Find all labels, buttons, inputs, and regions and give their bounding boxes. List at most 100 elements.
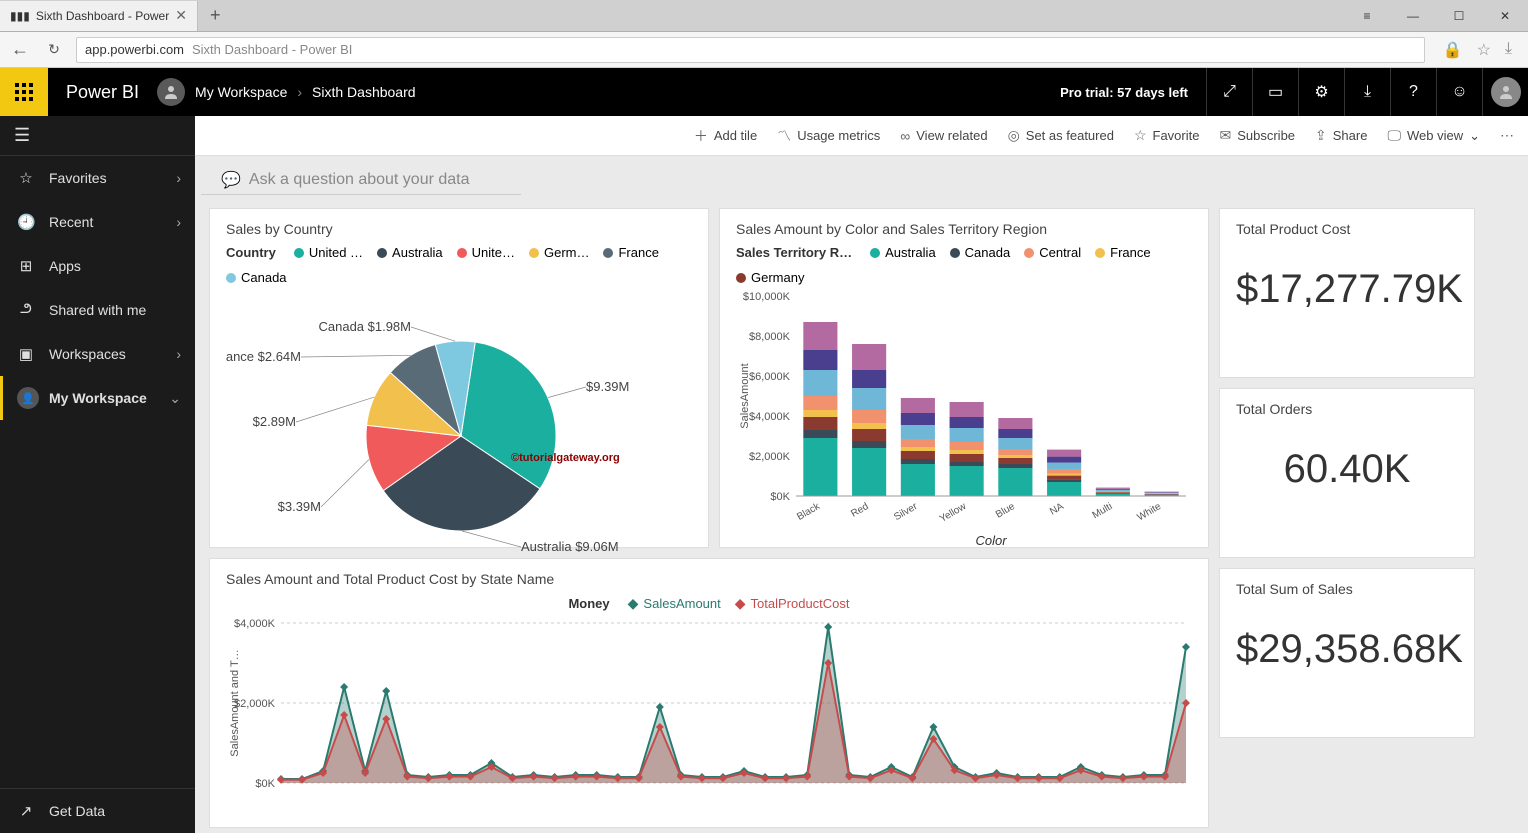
new-tab-button[interactable]: + — [198, 5, 233, 26]
fullscreen-icon[interactable]: ⤢ — [1206, 68, 1252, 116]
set-featured-button[interactable]: ◎Set as featured — [1008, 127, 1114, 144]
svg-text:Yellow: Yellow — [938, 501, 969, 525]
web-view-button[interactable]: 🖵Web view⌄ — [1387, 127, 1480, 144]
lock-icon: 🔒 — [1443, 40, 1463, 60]
chevron-right-icon: › — [176, 214, 181, 230]
tile-total-sales[interactable]: Total Sum of Sales $29,358.68K — [1219, 568, 1475, 738]
url-domain: app.powerbi.com — [85, 42, 184, 57]
add-tile-button[interactable]: ＋Add tile — [694, 126, 757, 146]
sidebar-item-favorites[interactable]: ☆ Favorites › — [0, 156, 195, 200]
tab-favicon: ▮▮▮ — [10, 9, 30, 23]
stacked-bar-chart: $0K$2,000K$4,000K$6,000K$8,000K$10,000KS… — [736, 291, 1196, 551]
address-bar: ← ↻ app.powerbi.com Sixth Dashboard - Po… — [0, 32, 1528, 68]
favorite-button[interactable]: ☆ Favorite — [1134, 127, 1200, 144]
browser-menu-icon[interactable]: ≡ — [1344, 1, 1390, 31]
legend-item[interactable]: Australia — [870, 245, 936, 260]
window-minimize-icon[interactable]: — — [1390, 1, 1436, 31]
window-maximize-icon[interactable]: ☐ — [1436, 1, 1482, 31]
chevron-right-icon: › — [297, 84, 302, 100]
chevron-right-icon: › — [176, 346, 181, 362]
settings-gear-icon[interactable]: ⚙ — [1298, 68, 1344, 116]
sidebar-item-my-workspace[interactable]: 👤 My Workspace ⌄ — [0, 376, 195, 420]
legend-title: Sales Territory R… — [736, 245, 852, 260]
svg-text:$4,000K: $4,000K — [234, 618, 276, 630]
tile-sales-by-country[interactable]: Sales by Country Country United …Austral… — [209, 208, 709, 548]
app-launcher-icon[interactable] — [0, 68, 48, 116]
sidebar-item-get-data[interactable]: ↗ Get Data — [0, 789, 195, 833]
feedback-smile-icon[interactable]: ☺ — [1436, 68, 1482, 116]
trial-status: Pro trial: 57 days left — [1042, 85, 1206, 100]
svg-text:Red: Red — [849, 501, 870, 520]
bar-legend: Sales Territory R… Australia Canada Centra… — [736, 245, 1192, 285]
legend-item[interactable]: ◆TotalProductCost — [735, 595, 850, 612]
tile-title: Total Sum of Sales — [1236, 581, 1458, 597]
legend-item[interactable]: Central — [1024, 245, 1081, 260]
help-icon[interactable]: ? — [1390, 68, 1436, 116]
subscribe-button[interactable]: ✉Subscribe — [1219, 127, 1295, 144]
svg-text:©tutorialgateway.org: ©tutorialgateway.org — [511, 452, 620, 464]
svg-text:$0K: $0K — [770, 491, 790, 503]
pie-chart: $9.39MAustralia $9.06M$3.39M$2.89MFrance… — [226, 291, 696, 561]
svg-text:$4,000K: $4,000K — [749, 411, 791, 423]
legend-item[interactable]: Canada — [226, 270, 287, 285]
tab-close-icon[interactable]: ✕ — [175, 7, 187, 24]
browser-tab[interactable]: ▮▮▮ Sixth Dashboard - Power ✕ — [0, 1, 198, 31]
legend-item[interactable]: France — [1095, 245, 1150, 260]
star-icon: ☆ — [1134, 127, 1147, 144]
svg-text:Canada $1.98M: Canada $1.98M — [318, 319, 411, 334]
sidebar-toggle-icon[interactable]: ☰ — [0, 116, 195, 156]
legend-title: Money — [568, 596, 609, 611]
tb-label: Web view — [1407, 128, 1463, 143]
legend-item[interactable]: United … — [294, 245, 363, 260]
url-input[interactable]: app.powerbi.com Sixth Dashboard - Power … — [76, 37, 1425, 63]
legend-item[interactable]: Canada — [950, 245, 1011, 260]
download-icon[interactable]: ⤓ — [1505, 40, 1512, 60]
share-button[interactable]: ⇪Share — [1315, 127, 1367, 144]
legend-item[interactable]: ◆SalesAmount — [628, 595, 721, 612]
svg-text:$9.39M: $9.39M — [586, 379, 629, 394]
breadcrumb-root[interactable]: My Workspace — [195, 84, 287, 100]
tb-label: Usage metrics — [797, 128, 880, 143]
view-related-button[interactable]: ∞View related — [900, 128, 987, 144]
tb-label: Favorite — [1153, 128, 1200, 143]
svg-text:$0K: $0K — [255, 778, 275, 790]
download-icon[interactable]: ⤓ — [1344, 68, 1390, 116]
sidebar-item-recent[interactable]: 🕘 Recent › — [0, 200, 195, 244]
product-name[interactable]: Power BI — [48, 82, 157, 103]
chevron-down-icon: ⌄ — [169, 390, 181, 407]
tile-title: Sales Amount and Total Product Cost by S… — [226, 571, 1192, 587]
workspace-avatar-icon — [157, 78, 185, 106]
svg-text:Australia $9.06M: Australia $9.06M — [521, 539, 619, 554]
plus-icon: ＋ — [694, 126, 708, 146]
nav-refresh-icon[interactable]: ↻ — [42, 41, 66, 58]
sidebar-item-shared[interactable]: ౨ Shared with me — [0, 288, 195, 332]
tile-sales-cost-by-state[interactable]: Sales Amount and Total Product Cost by S… — [209, 558, 1209, 828]
sidebar-item-apps[interactable]: ⊞ Apps — [0, 244, 195, 288]
legend-item[interactable]: Unite… — [457, 245, 515, 260]
usage-metrics-button[interactable]: 〽Usage metrics — [777, 126, 880, 146]
tb-label: Set as featured — [1026, 128, 1114, 143]
svg-text:White: White — [1135, 501, 1163, 524]
qna-input[interactable]: 💬 Ask a question about your data — [201, 156, 521, 195]
legend-item[interactable]: France — [603, 245, 658, 260]
legend-item[interactable]: Australia — [377, 245, 443, 260]
nav-back-icon[interactable]: ← — [8, 39, 32, 60]
workspaces-icon: ▣ — [17, 345, 35, 363]
star-icon[interactable]: ☆ — [1477, 40, 1491, 60]
window-close-icon[interactable]: ✕ — [1482, 1, 1528, 31]
svg-text:SalesAmount and T…: SalesAmount and T… — [229, 649, 241, 756]
legend-item[interactable]: Germ… — [529, 245, 590, 260]
sidebar-label: My Workspace — [49, 390, 147, 406]
chat-icon: 💬 — [221, 170, 241, 190]
tile-sales-by-color-region[interactable]: Sales Amount by Color and Sales Territor… — [719, 208, 1209, 548]
tile-total-orders[interactable]: Total Orders 60.40K — [1219, 388, 1475, 558]
user-avatar-icon[interactable] — [1482, 68, 1528, 116]
mail-icon: ✉ — [1219, 127, 1231, 144]
more-options-button[interactable]: ⋯ — [1500, 127, 1514, 144]
tile-total-product-cost[interactable]: Total Product Cost $17,277.79K — [1219, 208, 1475, 378]
line-chart: $0K$2,000K$4,000KSalesAmount and T… — [226, 618, 1196, 808]
tb-label: Share — [1333, 128, 1368, 143]
legend-item[interactable]: Germany — [736, 270, 804, 285]
sidebar-item-workspaces[interactable]: ▣ Workspaces › — [0, 332, 195, 376]
comments-icon[interactable]: ▭ — [1252, 68, 1298, 116]
